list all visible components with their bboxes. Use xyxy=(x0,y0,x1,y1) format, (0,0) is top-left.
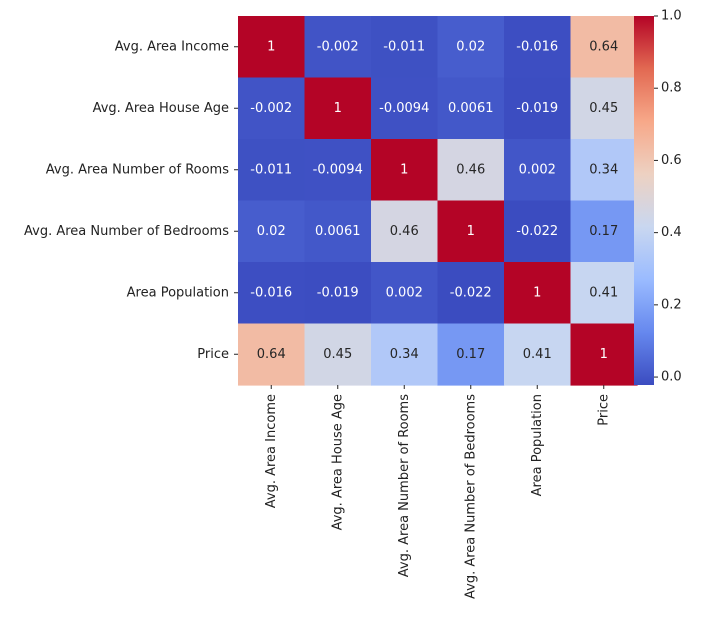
heatmap-cell xyxy=(238,200,306,263)
cell-value-label: -0.022 xyxy=(516,224,558,239)
heatmap-cell xyxy=(238,77,306,140)
cell-value-label: -0.002 xyxy=(250,101,292,116)
heatmap-cell xyxy=(570,262,638,325)
cell-value-label: 0.17 xyxy=(589,224,618,239)
heatmap-cell xyxy=(437,262,505,325)
heatmap-cell xyxy=(504,16,572,79)
colorbar: 0.0 0.2 0.4 0.6 0.8 1.0 xyxy=(634,9,682,385)
colorbar-tick-label: 0.2 xyxy=(661,297,682,312)
cell-value-label: 0.002 xyxy=(386,285,423,300)
heatmap-cell xyxy=(371,200,439,263)
heatmap-cell xyxy=(437,16,505,79)
colorbar-gradient xyxy=(634,16,654,385)
heatmap-cell xyxy=(371,323,439,386)
cell-value-label: -0.0094 xyxy=(313,162,363,177)
cell-value-label: 0.64 xyxy=(589,39,618,54)
cell-value-label: 0.34 xyxy=(390,347,419,362)
x-tick-label: Avg. Area Income xyxy=(264,394,279,508)
heatmap-cell xyxy=(238,139,306,202)
cell-value-label: 1 xyxy=(267,39,275,54)
heatmap-cell xyxy=(304,323,372,386)
heatmap-cell xyxy=(238,16,306,79)
cell-value-label: -0.019 xyxy=(317,285,359,300)
heatmap-cell xyxy=(504,262,572,325)
cell-value-label: 0.46 xyxy=(390,224,419,239)
cell-value-label: 0.64 xyxy=(257,347,286,362)
cell-value-label: 0.34 xyxy=(589,162,618,177)
heatmap-cell xyxy=(570,200,638,263)
y-tick-label: Avg. Area Number of Bedrooms xyxy=(24,224,229,239)
y-tick-label: Avg. Area House Age xyxy=(93,101,229,116)
heatmap-cell xyxy=(304,262,372,325)
x-axis: Avg. Area Income Avg. Area House Age Avg. … xyxy=(264,385,611,599)
cell-value-label: -0.016 xyxy=(250,285,292,300)
cell-value-label: 0.17 xyxy=(456,347,485,362)
heatmap-cell xyxy=(304,139,372,202)
heatmap-cell xyxy=(437,139,505,202)
heatmap-cell xyxy=(304,77,372,140)
cell-value-label: 0.02 xyxy=(456,39,485,54)
cell-value-label: -0.002 xyxy=(317,39,359,54)
heatmap-cell xyxy=(570,139,638,202)
heatmap-cell xyxy=(238,323,306,386)
colorbar-tick-label: 0.8 xyxy=(661,81,682,96)
heatmap-cell xyxy=(371,77,439,140)
cell-value-label: -0.019 xyxy=(516,101,558,116)
x-tick-label: Price xyxy=(596,394,611,426)
heatmap-cell xyxy=(570,323,638,386)
cell-value-label: 1 xyxy=(334,101,342,116)
colorbar-tick-label: 1.0 xyxy=(661,9,682,24)
cell-value-label: 1 xyxy=(600,347,608,362)
cell-value-label: 0.45 xyxy=(589,101,618,116)
cell-value-label: -0.011 xyxy=(250,162,292,177)
x-tick-label: Area Population xyxy=(530,394,545,496)
x-tick-label: Avg. Area Number of Bedrooms xyxy=(463,394,478,599)
cell-value-label: 0.0061 xyxy=(315,224,361,239)
heatmap-cell xyxy=(371,16,439,79)
heatmap-cell xyxy=(371,139,439,202)
x-tick-label: Avg. Area Number of Rooms xyxy=(397,394,412,577)
heatmap-cell xyxy=(304,200,372,263)
heatmap-cell xyxy=(504,139,572,202)
y-axis: Avg. Area Income Avg. Area House Age Avg. … xyxy=(24,39,238,362)
y-tick-label: Price xyxy=(197,347,229,362)
heatmap-cell xyxy=(304,16,372,79)
cell-value-label: 0.45 xyxy=(323,347,352,362)
heatmap-cell xyxy=(437,200,505,263)
y-tick-label: Avg. Area Number of Rooms xyxy=(46,162,229,177)
cell-value-label: -0.016 xyxy=(516,39,558,54)
cell-value-label: -0.0094 xyxy=(379,101,429,116)
cell-value-label: 1 xyxy=(467,224,475,239)
heatmap-cell xyxy=(437,323,505,386)
y-tick-label: Area Population xyxy=(127,285,229,300)
heatmap-cell xyxy=(504,323,572,386)
heatmap-cell xyxy=(570,16,638,79)
heatmap-cell-labels: 1 -0.002 -0.011 0.02 -0.016 0.64 -0.002 1 -0.009… xyxy=(250,39,618,362)
colorbar-tick-label: 0.6 xyxy=(661,153,682,168)
cell-value-label: 0.02 xyxy=(257,224,286,239)
colorbar-tick-label: 0.4 xyxy=(661,225,682,240)
colorbar-tick-label: 0.0 xyxy=(661,370,682,385)
heatmap-cell xyxy=(504,77,572,140)
heatmap-cell xyxy=(371,262,439,325)
x-tick-label: Avg. Area House Age xyxy=(330,394,345,530)
cell-value-label: -0.011 xyxy=(383,39,425,54)
cell-value-label: 1 xyxy=(533,285,541,300)
heatmap-cell xyxy=(504,200,572,263)
cell-value-label: 0.002 xyxy=(519,162,556,177)
cell-value-label: 0.46 xyxy=(456,162,485,177)
y-tick-label: Avg. Area Income xyxy=(115,39,229,54)
heatmap-cell xyxy=(238,262,306,325)
heatmap-cell xyxy=(570,77,638,140)
cell-value-label: 0.41 xyxy=(589,285,618,300)
cell-value-label: -0.022 xyxy=(450,285,492,300)
heatmap-cell xyxy=(437,77,505,140)
cell-value-label: 0.0061 xyxy=(448,101,494,116)
heatmap-cells xyxy=(238,16,638,386)
cell-value-label: 0.41 xyxy=(523,347,552,362)
cell-value-label: 1 xyxy=(400,162,408,177)
